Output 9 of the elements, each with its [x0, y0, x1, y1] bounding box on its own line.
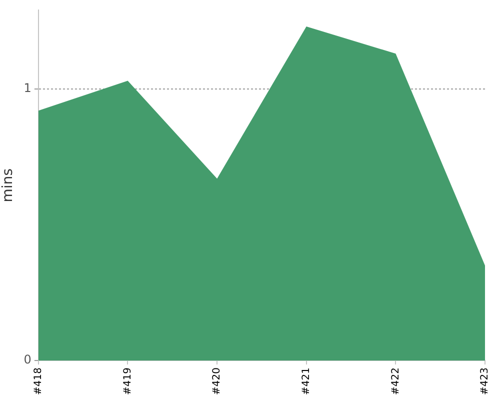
- y-axis-title: mins: [0, 168, 16, 202]
- x-tick-label: #422: [390, 368, 402, 396]
- x-tick-label: #419: [122, 368, 134, 396]
- x-tick-label: #421: [300, 368, 312, 396]
- y-tick-label: 1: [24, 81, 32, 96]
- x-tick-label: #418: [33, 368, 44, 396]
- y-tick-label: 0: [24, 352, 32, 367]
- x-tick-label: #423: [480, 368, 491, 396]
- x-tick-label: #420: [212, 368, 223, 396]
